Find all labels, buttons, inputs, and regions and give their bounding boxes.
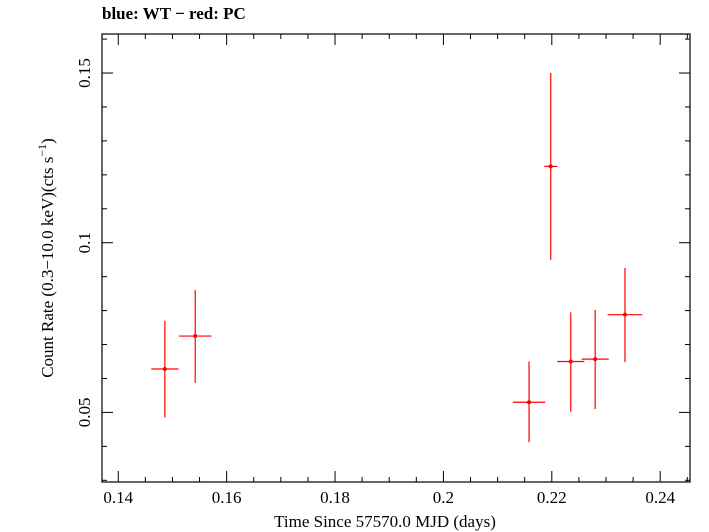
data-point bbox=[581, 309, 609, 410]
x-axis-label: Time Since 57570.0 MJD (days) bbox=[274, 512, 496, 531]
axis-ticks bbox=[102, 34, 690, 482]
data-point bbox=[544, 73, 558, 260]
x-tick-label: 0.24 bbox=[645, 488, 675, 507]
data-marker bbox=[527, 400, 532, 405]
data-point bbox=[178, 290, 212, 383]
data-marker bbox=[162, 366, 167, 371]
data-point bbox=[151, 320, 179, 418]
data-marker bbox=[622, 312, 627, 317]
y-tick-label: 0.1 bbox=[75, 232, 94, 253]
data-point bbox=[512, 361, 546, 443]
plot-frame bbox=[101, 33, 691, 483]
chart-title: blue: WT − red: PC bbox=[102, 4, 246, 23]
y-tick-label: 0.15 bbox=[75, 58, 94, 88]
y-axis-label-close: ) bbox=[38, 138, 57, 144]
data-marker bbox=[568, 359, 573, 364]
data-point bbox=[607, 267, 643, 363]
tick-labels: 0.14 0.16 0.18 0.2 0.22 0.24 0.05 0.1 0.15 bbox=[75, 58, 676, 507]
data-marker bbox=[193, 334, 198, 339]
data-point bbox=[557, 312, 585, 412]
data-marker bbox=[593, 357, 598, 362]
x-tick-label: 0.14 bbox=[103, 488, 133, 507]
x-tick-label: 0.16 bbox=[212, 488, 242, 507]
data-marker bbox=[548, 164, 553, 169]
x-tick-label: 0.2 bbox=[433, 488, 454, 507]
x-tick-label: 0.22 bbox=[537, 488, 567, 507]
y-axis-label-main: Count Rate (0.3−10.0 keV)(cts s bbox=[38, 157, 57, 378]
y-axis-label: Count Rate (0.3−10.0 keV)(cts s−1) bbox=[35, 138, 57, 378]
data-points bbox=[151, 73, 643, 443]
y-tick-label: 0.05 bbox=[75, 398, 94, 428]
y-axis-label-superscript: −1 bbox=[35, 144, 49, 157]
x-tick-label: 0.18 bbox=[320, 488, 350, 507]
